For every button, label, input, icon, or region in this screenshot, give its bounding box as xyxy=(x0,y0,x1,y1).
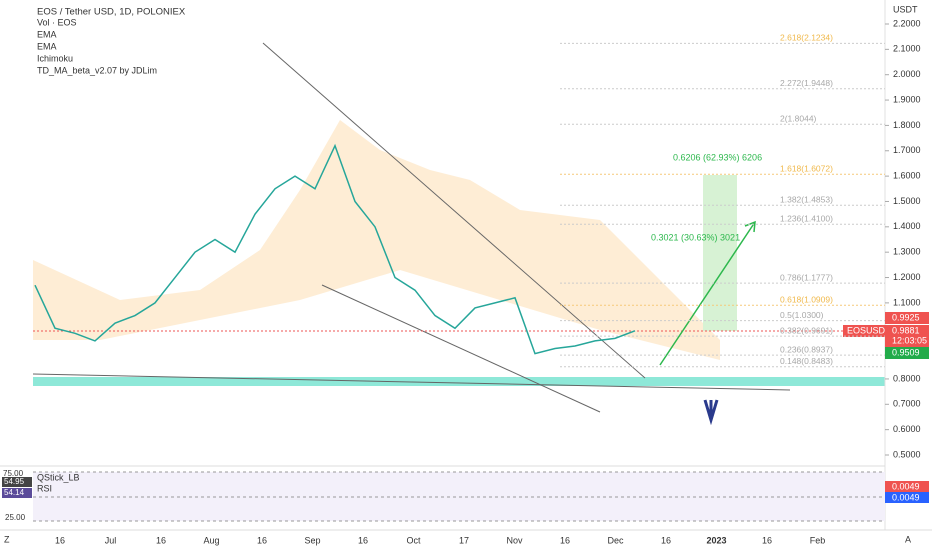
x-tick-label: 16 xyxy=(257,535,267,545)
indicator: RSI xyxy=(37,483,52,493)
y-tick-label: 0.6000 xyxy=(893,424,921,434)
level-label: 54.14 xyxy=(4,488,25,497)
x-tick-label: Nov xyxy=(506,535,523,545)
level-tag xyxy=(2,477,32,487)
legend: EOS / Tether USD, 1D, POLONIEX Vol · EOS… xyxy=(37,7,186,76)
fib-label: 2(1.8044) xyxy=(780,114,817,124)
value-tag xyxy=(885,492,929,503)
price-tag-text: 0.9509 xyxy=(892,347,920,357)
measure-box xyxy=(703,175,737,331)
y-tick-label: 1.2000 xyxy=(893,272,921,282)
y-tick-label: 2.1000 xyxy=(893,44,921,54)
x-tick-label: 16 xyxy=(358,535,368,545)
value-tag-text: 0.0049 xyxy=(892,481,920,491)
level-label: 75.00 xyxy=(3,469,24,478)
y-tick-label: 1.9000 xyxy=(893,94,921,104)
x-tick-label: Sep xyxy=(304,535,320,545)
symbol-tag xyxy=(843,325,885,337)
x-tick-label: Dec xyxy=(607,535,624,545)
x-tick-label: Feb xyxy=(810,535,826,545)
y-tick-label: 0.5000 xyxy=(893,449,921,459)
price-tag-text: 0.9881 xyxy=(892,325,920,335)
price-tag xyxy=(885,312,929,324)
indicator: EMA xyxy=(37,29,57,39)
symbol-tag-text: EOSUSDT xyxy=(847,325,891,335)
y-tick-label: 1.5000 xyxy=(893,196,921,206)
measure-label: 0.3021 (30.63%) 3021 xyxy=(651,232,740,242)
axis-unit: USDT xyxy=(893,4,918,14)
support-zone xyxy=(33,377,885,386)
fib-label: 0.786(1.1777) xyxy=(780,272,833,282)
fib-label: 1.382(1.4853) xyxy=(780,194,833,204)
x-tick-label: 17 xyxy=(459,535,469,545)
y-tick-label: 1.3000 xyxy=(893,247,921,257)
level-label: 54.95 xyxy=(4,477,25,486)
trendline xyxy=(321,284,601,413)
y-tick-label: 1.1000 xyxy=(893,297,921,307)
indicator: QStick_LB xyxy=(37,472,80,482)
x-tick-label: 2023 xyxy=(706,535,726,545)
fib-label: 0.618(1.0909) xyxy=(780,294,833,304)
down-arrow xyxy=(703,399,719,426)
fib-label: 0.148(0.8483) xyxy=(780,356,833,366)
y-tick-label: 2.2000 xyxy=(893,18,921,28)
price-tag xyxy=(885,347,929,359)
trendline xyxy=(262,42,646,379)
value-tag xyxy=(885,481,929,492)
y-tick-label: 1.7000 xyxy=(893,145,921,155)
price-tag-text: 0.9925 xyxy=(892,312,920,322)
indicator: EMA xyxy=(37,41,57,51)
price-line xyxy=(34,143,636,355)
x-tick-label: 16 xyxy=(156,535,166,545)
footer-button[interactable]: A xyxy=(905,534,911,544)
x-tick-label: 16 xyxy=(762,535,772,545)
level-label: 25.00 xyxy=(5,513,26,522)
x-tick-label: Jul xyxy=(105,535,117,545)
x-tick-label: Oct xyxy=(406,535,421,545)
countdown: 12:03:05 xyxy=(892,335,927,345)
fib-label: 0.5(1.0300) xyxy=(780,310,824,320)
y-tick-label: 2.0000 xyxy=(893,69,921,79)
y-tick-label: 0.8000 xyxy=(893,373,921,383)
footer-button[interactable]: Z xyxy=(4,534,10,544)
indicator: Ichimoku xyxy=(37,53,73,63)
price-tag xyxy=(885,325,929,347)
x-tick-label: Aug xyxy=(203,535,219,545)
fib-label: 0.382(0.9691) xyxy=(780,325,833,335)
y-tick-label: 1.4000 xyxy=(893,221,921,231)
level-tag xyxy=(2,488,32,498)
y-tick-label: 0.7000 xyxy=(893,399,921,409)
fib-label: 0.236(0.8937) xyxy=(780,344,833,354)
value-tag-text: 0.0049 xyxy=(892,492,920,502)
measure-label: 0.6206 (62.93%) 6206 xyxy=(673,152,762,162)
x-tick-label: 16 xyxy=(560,535,570,545)
ichimoku-cloud xyxy=(33,120,720,360)
indicator: Vol · EOS xyxy=(37,17,77,27)
y-tick-label: 1.6000 xyxy=(893,170,921,180)
trendline xyxy=(32,373,791,391)
y-tick-label: 1.8000 xyxy=(893,120,921,130)
x-tick-label: 16 xyxy=(55,535,65,545)
indicator: TD_MA_beta_v2.07 by JDLim xyxy=(37,65,157,75)
projection-arrow xyxy=(659,221,756,366)
symbol-title: EOS / Tether USD, 1D, POLONIEX xyxy=(37,7,186,18)
fib-label: 2.272(1.9448) xyxy=(780,78,833,88)
fib-label: 1.618(1.6072) xyxy=(780,164,833,174)
x-tick-label: 16 xyxy=(661,535,671,545)
fib-label: 1.236(1.4100) xyxy=(780,214,833,224)
fib-label: 2.618(2.1234) xyxy=(780,33,833,43)
